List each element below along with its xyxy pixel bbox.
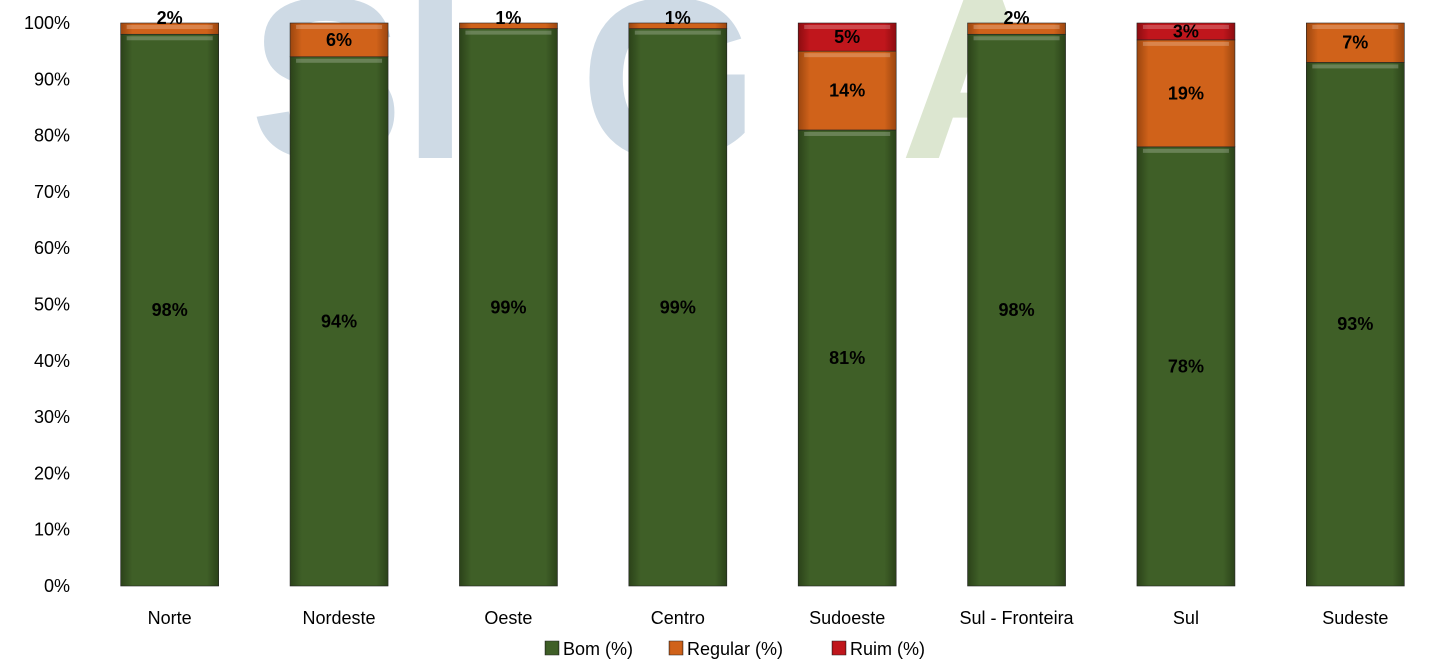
bar-segment (1306, 22, 1405, 63)
legend-label: Regular (%) (687, 639, 783, 659)
x-tick-label: Nordeste (303, 608, 376, 628)
bar-bevel (1142, 148, 1229, 153)
bar-segment (1136, 39, 1236, 148)
y-axis: 0% 10% 20% 30% 40% 50% 60% 70% 80% 90% 100% (24, 13, 70, 596)
data-label: 5% (834, 27, 860, 47)
x-axis: Norte Nordeste Oeste Centro Sudoeste Sul - Fr… (148, 608, 1389, 628)
bar-segment (459, 28, 558, 587)
bar-bevel (1312, 25, 1399, 29)
bar-segment (459, 22, 558, 29)
data-label: 1% (495, 8, 521, 28)
data-label: 78% (1168, 356, 1204, 376)
bar-segment (797, 129, 897, 587)
bar-segment (120, 33, 219, 587)
data-label: 94% (321, 311, 357, 331)
bar-segment (1306, 62, 1405, 587)
x-tick-label: Sudoeste (809, 608, 885, 628)
bar-segment (289, 56, 389, 587)
bar-bevel (973, 36, 1060, 41)
x-tick-label: Sul - Fronteira (960, 608, 1075, 628)
legend-swatch (544, 640, 560, 656)
x-tick-label: Oeste (484, 608, 532, 628)
y-tick-label: 30% (34, 407, 70, 427)
bar-segment (797, 22, 897, 52)
x-tick-label: Sul (1173, 608, 1199, 628)
y-tick-label: 0% (44, 576, 70, 596)
data-label: 19% (1168, 83, 1204, 103)
bar-bevel (126, 36, 213, 41)
bar-bevel (465, 30, 552, 35)
x-tick-label: Centro (651, 608, 705, 628)
data-label: 14% (829, 81, 865, 101)
bar-bevel (1142, 25, 1229, 29)
y-tick-label: 70% (34, 182, 70, 202)
bar-segment (1136, 22, 1236, 41)
x-tick-label: Norte (148, 608, 192, 628)
data-label: 2% (157, 8, 183, 28)
bar-bevel (296, 25, 383, 29)
data-label: 99% (490, 297, 526, 317)
y-tick-label: 40% (34, 351, 70, 371)
legend-swatch (831, 640, 847, 656)
bar-bevel (634, 30, 721, 35)
data-label: 3% (1173, 21, 1199, 41)
bar-segment (967, 33, 1066, 587)
y-tick-label: 50% (34, 295, 70, 315)
data-label: 2% (1004, 8, 1030, 28)
bar-bevel (973, 25, 1060, 29)
bar-bevel (804, 25, 891, 29)
y-tick-label: 60% (34, 238, 70, 258)
bar-bevel (1142, 41, 1229, 46)
data-label: 6% (326, 30, 352, 50)
legend-label: Ruim (%) (850, 639, 925, 659)
data-label: 1% (665, 8, 691, 28)
data-label: 7% (1342, 33, 1368, 53)
bar-segment (120, 22, 219, 35)
bar-bevel (1312, 64, 1399, 69)
bar-segment (289, 22, 389, 58)
y-tick-label: 80% (34, 126, 70, 146)
data-label: 98% (999, 300, 1035, 320)
y-tick-label: 20% (34, 463, 70, 483)
data-label: 81% (829, 348, 865, 368)
bar-segment (967, 22, 1066, 35)
bar-segment (1136, 146, 1236, 587)
data-label: 93% (1337, 314, 1373, 334)
bar-segment (628, 22, 728, 29)
legend: Bom (%) Regular (%) Ruim (%) (544, 639, 925, 659)
bar-bevel (126, 25, 213, 29)
x-tick-label: Sudeste (1322, 608, 1388, 628)
bar-segment (628, 28, 728, 587)
legend-swatch (668, 640, 684, 656)
bar-segment (797, 50, 897, 131)
bar-bevel (804, 131, 891, 136)
y-tick-label: 90% (34, 69, 70, 89)
bar-bevel (804, 53, 891, 58)
legend-label: Bom (%) (563, 639, 633, 659)
y-tick-label: 100% (24, 13, 70, 33)
bars: 98% 2% 94% 6% 99% 1% 99% 1% 81% 14% 5% 98% 2% 78% 19% 3… (120, 8, 1405, 587)
bar-bevel (296, 58, 383, 63)
data-label: 98% (152, 300, 188, 320)
y-tick-label: 10% (34, 520, 70, 540)
data-label: 99% (660, 297, 696, 317)
